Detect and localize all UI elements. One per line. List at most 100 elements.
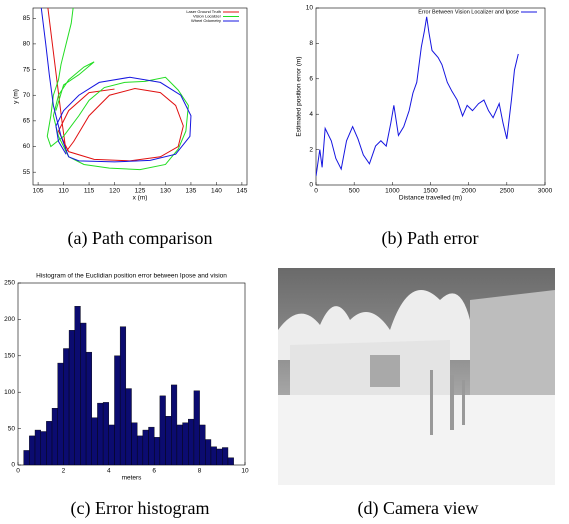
x-tick-label: 115	[84, 188, 95, 195]
hist-bar	[148, 426, 155, 465]
hist-bar	[176, 424, 183, 465]
y-tick-label: 0	[309, 182, 313, 189]
hist-bar	[46, 421, 53, 465]
y-axis-label: Estimated position error (m)	[296, 56, 303, 136]
plot-area	[40, 8, 192, 171]
x-tick-label: 2000	[461, 188, 476, 195]
hist-bar	[80, 322, 87, 465]
y-tick-label: 200	[4, 316, 15, 323]
y-tick-label: 150	[4, 353, 15, 360]
y-tick-label: 2	[309, 146, 313, 153]
hist-bar	[216, 448, 223, 465]
hist-bar	[68, 330, 75, 465]
hist-bar	[165, 416, 172, 465]
x-tick-label: 120	[109, 188, 120, 195]
hist-bar	[205, 439, 212, 465]
y-tick-label: 250	[4, 280, 15, 287]
x-axis-label: meters	[122, 475, 143, 482]
y-tick-label: 55	[23, 169, 31, 176]
hist-bar	[159, 395, 166, 465]
hist-bar	[136, 435, 144, 465]
hist-bar	[23, 450, 30, 465]
x-tick-label: 8	[198, 468, 202, 475]
hist-bar	[131, 422, 138, 465]
x-tick-label: 105	[33, 188, 44, 195]
hist-bar	[102, 402, 110, 465]
hist-bar	[182, 422, 189, 465]
y-tick-label: 80	[23, 41, 31, 48]
hist-bar	[210, 446, 217, 465]
hist-bar	[91, 417, 98, 465]
hist-bar	[227, 457, 234, 465]
y-tick-label: 100	[4, 389, 15, 396]
hist-bar	[171, 384, 178, 465]
legend-label: Laser Ground Truth	[186, 9, 221, 14]
legend-label: Vision Localizer	[193, 14, 222, 19]
x-tick-label: 0	[16, 468, 20, 475]
caption: (d) Camera view	[358, 498, 479, 519]
x-tick-label: 135	[186, 188, 197, 195]
hist-bar	[119, 326, 127, 465]
caption: (b) Path error	[382, 228, 479, 249]
series-line	[46, 8, 189, 171]
hist-bar	[188, 418, 195, 465]
y-tick-label: 4	[309, 111, 313, 118]
x-tick-label: 3000	[538, 188, 553, 195]
x-tick-label: 2500	[500, 188, 515, 195]
x-tick-label: 6	[152, 468, 156, 475]
hist-bar	[125, 388, 132, 465]
x-tick-label: 130	[160, 188, 171, 195]
hist-bar	[193, 390, 200, 465]
x-tick-label: 110	[58, 188, 69, 195]
caption: (c) Error histogram	[71, 498, 210, 519]
hist-bar	[57, 362, 64, 465]
legend-label: Wheel Odometry	[191, 18, 221, 23]
legend-label: Error Between Vision Localizer and Ipose	[418, 9, 519, 15]
y-tick-label: 10	[306, 5, 314, 12]
y-axis-label: y (m)	[13, 89, 20, 104]
caption: (a) Path comparison	[68, 228, 213, 249]
x-tick-label: 140	[211, 188, 222, 195]
hist-bar	[222, 447, 229, 465]
hist-bar	[85, 351, 92, 465]
y-tick-label: 70	[23, 92, 31, 99]
x-tick-label: 2	[62, 468, 66, 475]
x-tick-label: 0	[314, 188, 318, 195]
y-tick-label: 65	[23, 118, 31, 125]
x-axis-label: Distance travelled (m)	[399, 195, 462, 202]
hist-bar	[97, 402, 104, 465]
y-tick-label: 75	[23, 66, 31, 73]
y-tick-label: 85	[23, 15, 31, 22]
hist-bar	[142, 429, 149, 465]
x-tick-label: 500	[349, 188, 360, 195]
x-tick-label: 145	[236, 188, 247, 195]
x-tick-label: 10	[241, 468, 249, 475]
hist-bar	[40, 431, 47, 465]
series-line	[316, 16, 519, 177]
y-tick-label: 8	[309, 40, 313, 47]
plot-frame	[315, 7, 546, 186]
x-tick-label: 1500	[423, 188, 438, 195]
y-tick-label: 0	[11, 462, 15, 469]
hist-bar	[34, 429, 41, 465]
hist-bar	[51, 408, 58, 465]
hist-bar	[108, 424, 115, 465]
hist-bar	[153, 437, 161, 465]
x-tick-label: 4	[107, 468, 111, 475]
plot-frame	[32, 7, 248, 186]
series-line	[40, 8, 192, 163]
x-tick-label: 1000	[385, 188, 400, 195]
hist-bar	[29, 435, 36, 465]
y-tick-label: 60	[23, 143, 31, 150]
camera-photo	[278, 268, 555, 485]
x-tick-label: 125	[135, 188, 146, 195]
hist-bar	[114, 355, 121, 465]
y-tick-label: 6	[309, 76, 313, 83]
hist-bar	[74, 306, 81, 465]
plot-area	[23, 306, 234, 465]
chart-title: Histogram of the Euclidian position erro…	[36, 273, 227, 280]
plot-area	[316, 16, 519, 177]
hist-bar	[199, 424, 206, 465]
